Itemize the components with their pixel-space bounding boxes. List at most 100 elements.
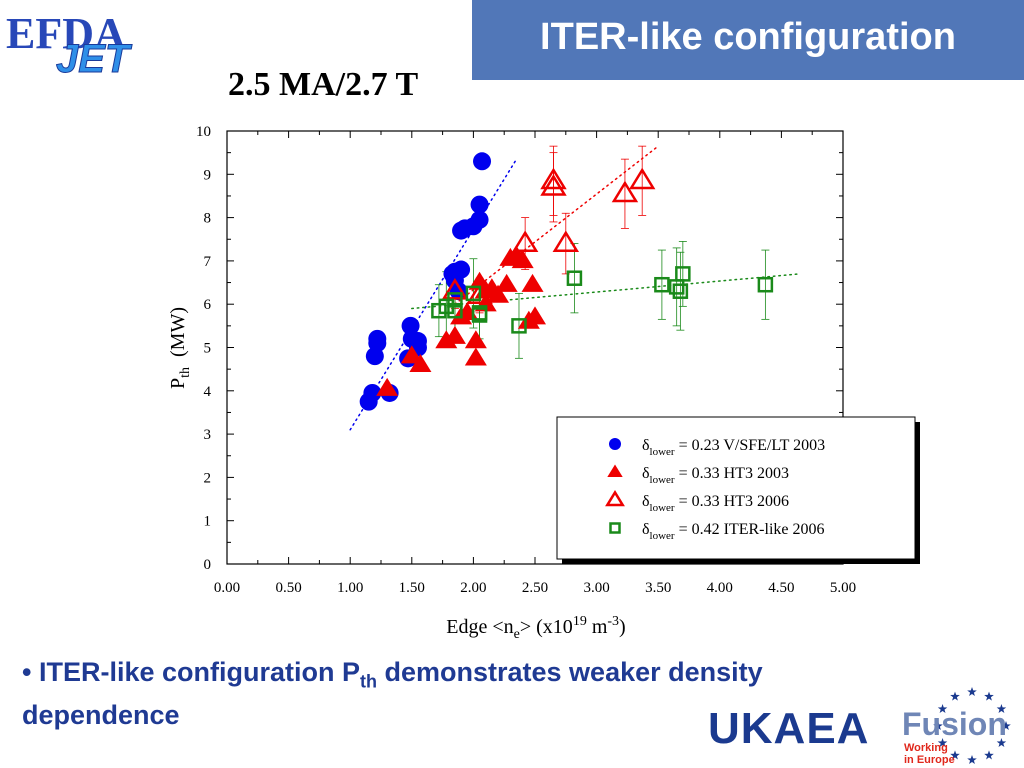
data-point: [368, 329, 387, 348]
x-tick-label: 2.50: [522, 580, 548, 596]
trend-line: [349, 158, 518, 431]
eu-star: [937, 738, 948, 747]
legend-label: δlower = 0.23 V/SFE/LT 2003: [642, 437, 825, 458]
x-tick-label: 1.50: [399, 580, 425, 596]
data-point: [470, 210, 489, 229]
data-point: [466, 282, 493, 304]
legend-box: [556, 416, 916, 560]
x-tick-label: 0.00: [214, 580, 240, 596]
trend-line: [411, 273, 801, 310]
data-point: [628, 167, 656, 190]
data-point: [552, 230, 580, 253]
data-point: [473, 152, 492, 171]
logo-jet-text: JET: [56, 37, 133, 74]
data-point: [450, 306, 473, 325]
trend-line: [454, 145, 659, 305]
legend-shadow: [562, 422, 920, 564]
x-tick-label: 3.00: [583, 580, 609, 596]
data-point: [654, 276, 670, 293]
x-tick-label: 3.50: [645, 580, 671, 596]
data-point: [611, 180, 639, 203]
y-tick-label: 3: [204, 427, 212, 443]
x-tick-label: 4.50: [768, 580, 794, 596]
bullet-text-b: demonstrates weaker density dependence: [22, 657, 763, 731]
data-point: [401, 316, 420, 335]
data-point: [438, 298, 455, 315]
data-point: [609, 522, 621, 534]
data-point: [495, 273, 518, 292]
legend-label: δlower = 0.33 HT3 2006: [642, 493, 789, 514]
data-point: [399, 349, 418, 368]
x-tick-label: 2.00: [460, 580, 486, 596]
bullet-text-a: ITER-like configuration P: [38, 657, 360, 687]
eu-star: [967, 687, 977, 696]
data-point: [409, 354, 432, 373]
data-point: [468, 271, 491, 290]
data-point: [400, 345, 423, 364]
eu-star: [950, 750, 960, 760]
y-axis-label: Pth(MW): [167, 307, 193, 389]
eu-star: [967, 755, 977, 764]
page-title: ITER-like configuration: [540, 16, 956, 58]
data-point: [464, 330, 487, 349]
x-tick-label: 0.50: [275, 580, 301, 596]
trend-lines: [349, 145, 801, 431]
data-point: [408, 332, 427, 351]
eu-star: [937, 704, 948, 713]
efda-jet-logo: EFDA JET: [6, 9, 133, 74]
data-point: [452, 260, 471, 279]
x-tick-label: 4.00: [707, 580, 733, 596]
eu-star: [933, 721, 943, 730]
y-tick-label: 9: [204, 167, 212, 183]
data-point: [452, 221, 471, 240]
data-point: [480, 278, 503, 297]
data-point: [675, 266, 691, 282]
data-point: [447, 292, 463, 308]
data-point: [607, 464, 623, 478]
y-tick-label: 0: [204, 557, 212, 573]
data-point: [609, 438, 621, 450]
x-tick-label: 1.00: [337, 580, 363, 596]
legend-label: δlower = 0.33 HT3 2003: [642, 465, 789, 486]
axis-labels: Edge <ne> (x1019 m-3) Pth(MW): [167, 307, 626, 642]
eu-star: [1001, 721, 1011, 730]
data-point: [511, 318, 527, 334]
eu-star: [984, 750, 994, 760]
legend: δlower = 0.23 V/SFE/LT 2003 δlower = 0.33…: [556, 416, 920, 564]
x-tick-label: 5.00: [830, 580, 856, 596]
y-tick-label: 5: [204, 341, 212, 357]
chart-title: 2.5 MA/2.7 T: [228, 66, 419, 103]
data-point: [505, 245, 528, 264]
data-point: [521, 273, 544, 292]
data-point: [517, 310, 540, 329]
data-point: [445, 262, 464, 281]
data-point: [470, 195, 489, 214]
data-point: [471, 307, 488, 323]
legend-label: δlower = 0.42 ITER-like 2006: [642, 521, 824, 542]
y-tick-label: 1: [204, 514, 212, 530]
data-point: [566, 270, 583, 286]
ukaea-logo: UKAEA: [708, 704, 870, 753]
data-point: [365, 347, 384, 366]
data-point: [363, 383, 382, 402]
data-point: [456, 302, 479, 321]
data-point: [524, 306, 546, 325]
data-point: [499, 247, 522, 266]
data-points: [359, 152, 774, 411]
data-point: [668, 279, 685, 295]
data-point: [435, 330, 458, 349]
data-point: [757, 276, 774, 293]
data-point: [465, 285, 482, 302]
data-point: [511, 250, 534, 269]
data-point: [408, 338, 427, 357]
y-tick-label: 10: [196, 124, 211, 140]
eu-star: [950, 691, 960, 701]
data-point: [447, 302, 463, 319]
logo-efda-text: EFDA: [6, 9, 126, 58]
data-point: [359, 392, 378, 411]
data-point: [455, 219, 474, 238]
data-point: [443, 325, 466, 344]
fusion-logo-subtext: Working in Europe: [904, 742, 955, 766]
data-point: [474, 280, 497, 299]
